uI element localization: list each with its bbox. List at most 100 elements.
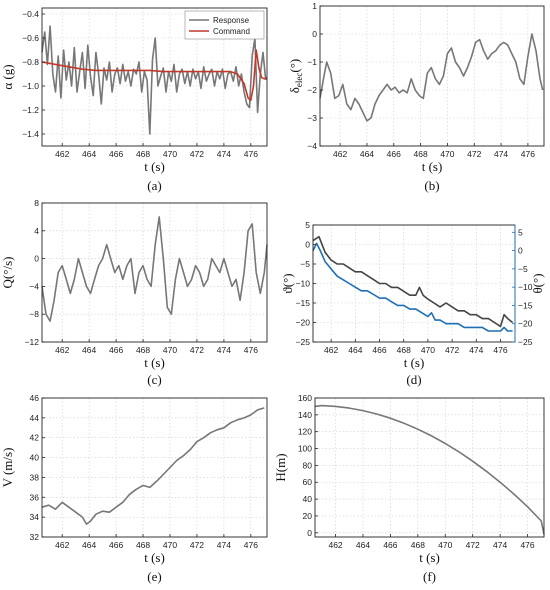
x-tick-label: 474 — [469, 345, 483, 355]
x-tick-label: 472 — [467, 149, 481, 159]
x-tick-label: 468 — [411, 540, 425, 550]
y-tick-label: 0 — [305, 240, 310, 250]
x-tick-label: 464 — [82, 345, 96, 355]
x-tick-label: 466 — [109, 149, 123, 159]
y-axis-label: α (g) — [0, 64, 15, 89]
y-tick-label: −3 — [307, 113, 317, 123]
y-tick-label: −1.2 — [22, 105, 39, 115]
y-tick-label: −10 — [296, 279, 311, 289]
y-tick-label: −0.8 — [22, 57, 39, 67]
x-tick-label: 474 — [217, 345, 231, 355]
legend-label: Command — [213, 27, 250, 36]
x-tick-label: 474 — [217, 149, 231, 159]
series-line-1 — [41, 49, 268, 102]
y-tick-label: 36 — [30, 492, 40, 502]
x-tick-label: 470 — [438, 540, 452, 550]
x-tick-label: 476 — [244, 540, 258, 550]
y-tick-label: 4 — [34, 226, 39, 236]
x-tick-label: 474 — [217, 540, 231, 550]
y-tick-label: 8 — [34, 198, 39, 208]
y-tick-label: 0 — [307, 528, 312, 538]
y-axis-label: H(m) — [273, 453, 288, 481]
y-tick-label: −0.6 — [22, 33, 39, 43]
series-line-0 — [314, 404, 545, 535]
chart-b: 462 464 466 468 470 472 474 476 −4 −3 −2 −1 0 1 t (s) δ… — [287, 1, 545, 193]
y-tick-label: −1 — [307, 57, 317, 67]
y-tick-label: 0 — [312, 29, 317, 39]
y-tick-label: 40 — [30, 453, 40, 463]
x-axis-label: t (s) — [144, 550, 165, 565]
x-tick-label: 476 — [521, 149, 535, 159]
panel-caption: (d) — [406, 372, 421, 387]
x-tick-label: 466 — [109, 345, 123, 355]
x-tick-label: 464 — [356, 540, 370, 550]
plot-frame — [319, 5, 545, 147]
x-tick-label: 474 — [494, 149, 508, 159]
y-tick-label: 80 — [303, 460, 313, 470]
x-tick-label: 472 — [190, 149, 204, 159]
x-axis-label: t (s) — [419, 550, 440, 565]
x-tick-label: 462 — [55, 540, 69, 550]
x-tick-label: 476 — [244, 149, 258, 159]
x-tick-label: 462 — [333, 149, 347, 159]
y-tick-label: 100 — [298, 444, 312, 454]
legend-label: Response — [213, 16, 250, 25]
x-tick-label: 476 — [520, 540, 534, 550]
y-tick-label: −2 — [307, 85, 317, 95]
x-tick-label: 476 — [493, 345, 507, 355]
series-line-0 — [41, 216, 268, 322]
legend-box — [184, 10, 265, 40]
y-tick-label: −25 — [296, 337, 311, 347]
y-tick-label: −1.0 — [22, 81, 39, 91]
x-axis-label: t (s) — [144, 159, 165, 174]
y-tick-label: 38 — [30, 472, 40, 482]
x-tick-label: 468 — [136, 345, 150, 355]
x-tick-label: 474 — [493, 540, 507, 550]
plot-frame — [41, 7, 268, 147]
series-line-0 — [41, 407, 265, 525]
y-tick-label: 0 — [34, 254, 39, 264]
series-line-0 — [312, 235, 514, 328]
y-tick-label: −12 — [25, 337, 40, 347]
series-line-0 — [319, 33, 544, 122]
x-tick-label: 464 — [82, 149, 96, 159]
y-axis-label: δelec(°) — [287, 59, 304, 93]
plot-frame — [314, 397, 545, 538]
y-tick-label: 46 — [30, 393, 40, 403]
y2-axis-label: θ(°) — [530, 273, 545, 293]
x-tick-label: 462 — [328, 540, 342, 550]
x-tick-label: 462 — [55, 345, 69, 355]
x-axis-label: t (s) — [422, 159, 443, 174]
x-tick-label: 472 — [190, 540, 204, 550]
x-tick-label: 466 — [387, 149, 401, 159]
y-tick-label: −4 — [29, 281, 39, 291]
series-line-1 — [312, 242, 513, 332]
y2-tick-label: 0 — [518, 246, 523, 256]
y-tick-label: −8 — [29, 309, 39, 319]
x-tick-label: 472 — [466, 540, 480, 550]
series-line-0 — [41, 25, 267, 135]
x-tick-label: 468 — [136, 149, 150, 159]
y-tick-label: −15 — [296, 298, 311, 308]
chart-f: 462 464 466 468 470 472 474 476 0 20 40 60 80 100 120 1… — [273, 393, 545, 584]
y-tick-label: 34 — [30, 512, 40, 522]
panel-caption: (a) — [147, 178, 161, 193]
panel-caption: (b) — [424, 178, 439, 193]
y-tick-label: 140 — [298, 410, 312, 420]
plot-frame — [41, 397, 268, 538]
x-tick-label: 466 — [383, 540, 397, 550]
y2-tick-label: −25 — [518, 337, 533, 347]
y2-tick-label: −15 — [518, 300, 533, 310]
chart-e: 462 464 466 468 470 472 474 476 32 34 36 38 40 42 44 46… — [0, 393, 268, 584]
x-tick-label: 464 — [348, 345, 362, 355]
x-tick-label: 464 — [82, 540, 96, 550]
panel-caption: (c) — [147, 372, 161, 387]
y-axis-label: ϑ(°) — [280, 273, 295, 293]
y2-tick-label: −10 — [518, 282, 533, 292]
y2-tick-label: −20 — [518, 319, 533, 329]
x-axis-label: t (s) — [404, 355, 425, 370]
y2-tick-label: 5 — [518, 227, 523, 237]
y-tick-label: 5 — [305, 220, 310, 230]
y2-tick-label: −5 — [518, 264, 528, 274]
